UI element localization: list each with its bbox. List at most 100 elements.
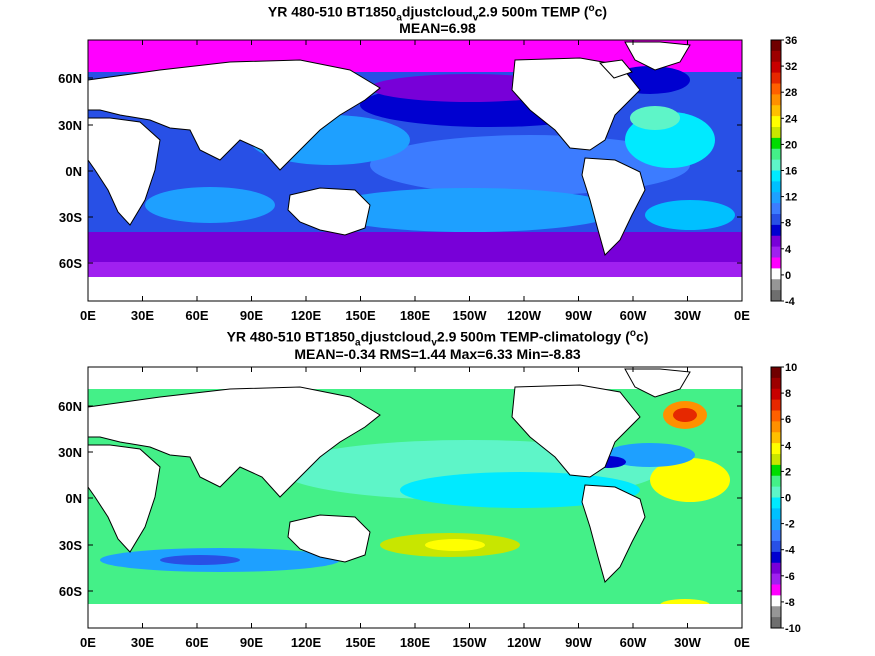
colorbar2-swatch xyxy=(771,530,781,542)
map2-continents xyxy=(88,368,691,583)
map2-xtick-label: 0E xyxy=(80,635,96,650)
colorbar2-tick-label: 4 xyxy=(785,440,792,452)
colorbar1-swatch xyxy=(771,268,781,280)
map1-south-atlantic xyxy=(645,200,735,230)
colorbar2-swatch xyxy=(771,421,781,433)
map1-africa xyxy=(88,117,161,226)
colorbar1-tick-label: 16 xyxy=(785,166,797,178)
map1-xtick-label: 120W xyxy=(507,308,542,323)
map1-north-atlantic-core xyxy=(630,106,680,130)
map2-xtick-label: 150W xyxy=(453,635,488,650)
map2-xtick-label: 120W xyxy=(507,635,542,650)
colorbar2-swatch xyxy=(771,464,781,477)
colorbar1-tick-label: 24 xyxy=(785,113,798,125)
map2-ytick-label: 60S xyxy=(59,584,82,599)
colorbar2-tick-label: -2 xyxy=(785,519,795,531)
colorbar2-tick-label: 6 xyxy=(785,414,791,426)
chart2-subtitle: MEAN=-0.34 RMS=1.44 Max=6.33 Min=-8.83 xyxy=(294,346,581,362)
map1-xtick-label: 30E xyxy=(131,308,154,323)
colorbar2-swatch xyxy=(771,595,781,607)
map2-australia xyxy=(287,514,371,563)
map1-indian-ocean xyxy=(145,187,275,223)
map2-southern-indian-cold-core xyxy=(160,555,240,565)
colorbar1-swatch xyxy=(771,279,781,291)
map2-north-atlantic-warm xyxy=(650,458,730,502)
colorbar1-swatch xyxy=(771,203,781,215)
colorbar2-swatch xyxy=(771,399,781,411)
map1-xtick-label: 0E xyxy=(80,308,96,323)
map1-xtick-label: 150W xyxy=(453,308,488,323)
colorbar2-swatch xyxy=(771,497,781,509)
colorbar2-swatch xyxy=(771,551,781,564)
colorbar2-tick-label: -8 xyxy=(785,597,795,609)
map2-xtick-label: 30W xyxy=(674,635,701,650)
map2-eurasia xyxy=(88,386,381,498)
map2-xtick-label: 60E xyxy=(185,635,208,650)
colorbar2-swatch xyxy=(771,519,781,531)
colorbar1-swatch xyxy=(771,137,781,150)
colorbar1-swatch xyxy=(771,72,781,84)
map1-xtick-label: 0E xyxy=(734,308,750,323)
colorbar1-swatch xyxy=(771,214,781,226)
colorbar2-swatch xyxy=(771,573,781,585)
colorbar1-tick-label: 0 xyxy=(785,270,791,282)
map2-gulf-stream-cool xyxy=(605,443,695,467)
colorbar2-swatch xyxy=(771,486,781,498)
chart1-subtitle: MEAN=6.98 xyxy=(399,20,476,36)
chart1-title: YR 480-510 BT1850adjustcloudv2.9 500m TE… xyxy=(267,3,608,24)
map2-ytick-label: 30N xyxy=(58,445,82,460)
map2-field xyxy=(88,367,742,628)
colorbar1-swatch xyxy=(771,192,781,204)
colorbar2-swatch xyxy=(771,443,781,455)
colorbar2-swatch xyxy=(771,367,781,379)
colorbar1-swatch xyxy=(771,40,781,52)
map1-xtick-label: 120E xyxy=(291,308,322,323)
map1-field xyxy=(88,40,742,301)
colorbar1-swatch xyxy=(771,170,781,182)
colorbar2-swatch xyxy=(771,377,781,390)
map2-ytick-label: 30S xyxy=(59,538,82,553)
colorbar1-swatch xyxy=(771,61,781,74)
map2-arctic-mask xyxy=(88,367,742,389)
map2-xtick-label: 150E xyxy=(345,635,376,650)
colorbar1-swatch xyxy=(771,148,781,161)
colorbar1-swatch xyxy=(771,257,781,269)
map1-ytick-label: 0N xyxy=(65,164,82,179)
colorbar1-swatch xyxy=(771,235,781,248)
colorbar2-swatch xyxy=(771,617,781,629)
colorbar1-tick-label: 8 xyxy=(785,218,791,230)
map1-australia xyxy=(287,187,371,236)
colorbar1-swatch xyxy=(771,224,781,237)
colorbar1-tick-label: 36 xyxy=(785,35,797,47)
map2-xtick-label: 0E xyxy=(734,635,750,650)
colorbar2-tick-label: 8 xyxy=(785,388,791,400)
map1-arctic-islands xyxy=(598,59,633,79)
map1-xtick-label: 60E xyxy=(185,308,208,323)
map2-xtick-label: 120E xyxy=(291,635,322,650)
colorbar1-tick-label: 12 xyxy=(785,192,797,204)
colorbar2-swatch xyxy=(771,410,781,422)
chart2-title: YR 480-510 BT1850adjustcloudv2.9 500m TE… xyxy=(226,328,649,349)
map2-xtick-label: 60W xyxy=(620,635,647,650)
colorbar2-swatch xyxy=(771,562,781,575)
map1-greenland xyxy=(624,41,691,71)
colorbar2-swatch xyxy=(771,454,781,466)
map2-south-pacific-warm-core xyxy=(425,539,485,551)
map1-ytick-label: 60N xyxy=(58,71,82,86)
colorbar2-tick-label: 2 xyxy=(785,466,791,478)
map2-xtick-label: 90E xyxy=(240,635,263,650)
colorbar1-tick-label: 32 xyxy=(785,61,797,73)
colorbar2-tick-label: 10 xyxy=(785,362,797,374)
colorbar2-swatch xyxy=(771,388,781,401)
map2-north-america xyxy=(511,384,641,478)
colorbar1-tick-label: 20 xyxy=(785,139,797,151)
colorbar2-tick-label: -6 xyxy=(785,571,795,583)
map1-ytick-label: 30S xyxy=(59,210,82,225)
map1-xtick-label: 150E xyxy=(345,308,376,323)
map2-south-america xyxy=(581,484,646,583)
map1-xtick-label: 30W xyxy=(674,308,701,323)
colorbar2-swatch xyxy=(771,508,781,520)
map1-xtick-label: 60W xyxy=(620,308,647,323)
colorbar2-tick-label: 0 xyxy=(785,493,791,505)
map1-ytick-label: 60S xyxy=(59,256,82,271)
